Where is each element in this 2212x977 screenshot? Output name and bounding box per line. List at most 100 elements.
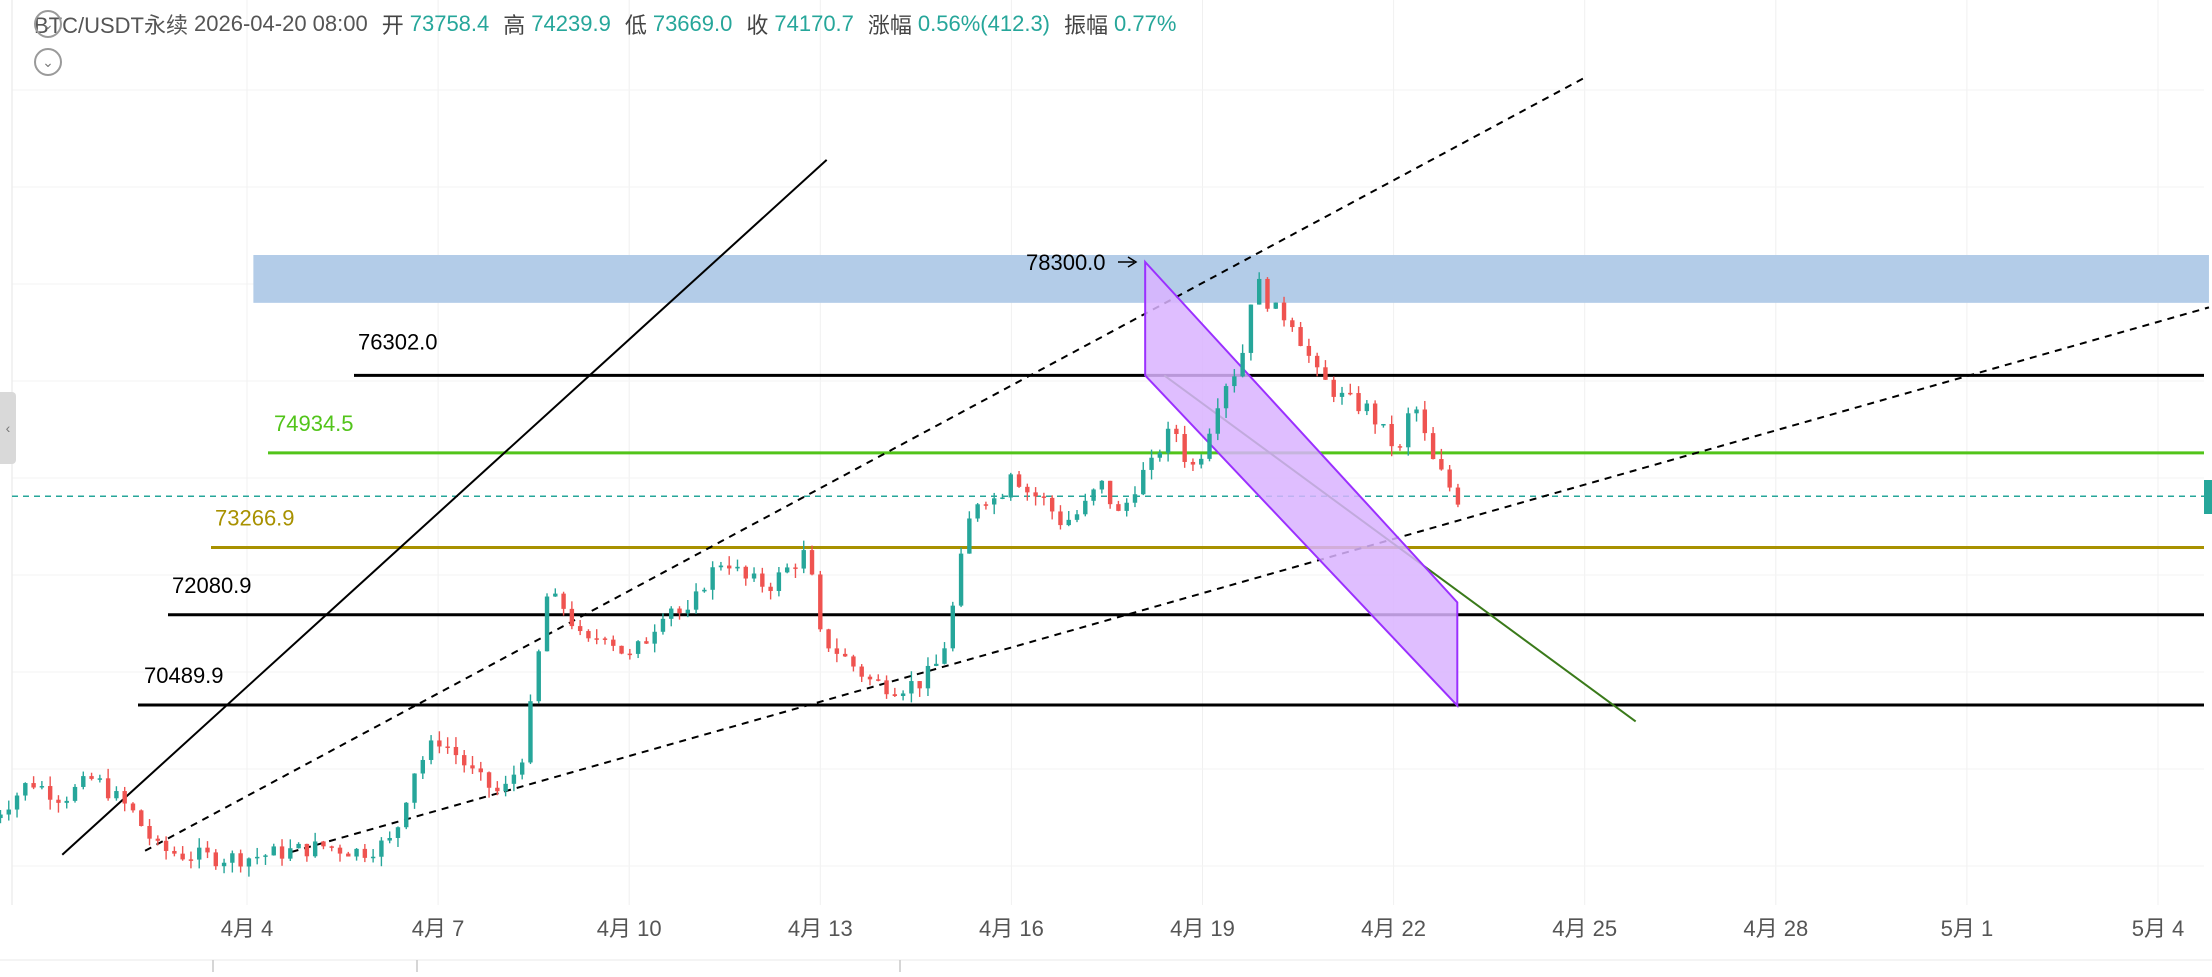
candle-body	[263, 855, 268, 857]
candle-body	[644, 641, 649, 644]
candle-body	[917, 681, 922, 689]
candle-body	[1174, 428, 1179, 435]
candle-body	[1149, 457, 1154, 470]
candle-body	[1083, 500, 1088, 515]
candle-body	[1348, 392, 1353, 395]
candle-body	[329, 846, 334, 848]
price-level-label: 72080.9	[172, 573, 252, 598]
candle-body	[818, 574, 823, 630]
candle-body	[768, 586, 773, 592]
chevron-down-icon[interactable]: ⌄	[34, 10, 62, 38]
candle-body	[1215, 408, 1220, 434]
candle-body	[735, 566, 740, 569]
candle-body	[47, 786, 53, 800]
candle-body	[197, 847, 202, 860]
candle-body	[569, 608, 575, 627]
candle-body	[404, 802, 409, 828]
candle-body	[718, 565, 724, 568]
change-label: 涨幅	[867, 13, 912, 38]
x-axis: 4月 4 4月 7 4月 10 4月 13 4月 16 4月 19 4月 22 4月 25 4月…	[0, 905, 2212, 972]
candle-body	[867, 676, 873, 680]
candle-body	[238, 853, 243, 867]
candle-body	[577, 626, 583, 632]
chevron-down-icon[interactable]: ⌄	[34, 48, 62, 76]
candle-body	[254, 856, 260, 859]
candle-body	[925, 665, 931, 689]
candle-body	[1455, 487, 1461, 505]
price-level-label: 74934.5	[274, 411, 354, 436]
candle-body	[387, 837, 392, 841]
candle-body	[876, 679, 881, 681]
candle-body	[511, 774, 517, 784]
candle-body	[1066, 519, 1071, 526]
candle-body	[975, 504, 980, 519]
high-value: 74239.9	[531, 11, 611, 36]
close-label: 收	[746, 13, 769, 38]
candle-body	[1141, 469, 1146, 495]
change-value: 0.56%(412.3)	[917, 11, 1051, 36]
candle-body	[271, 846, 276, 856]
price-level-label: 73266.9	[215, 505, 295, 530]
candle-body	[992, 498, 997, 505]
candle-body	[1430, 433, 1436, 460]
candle-body	[950, 605, 955, 649]
candle-body	[553, 593, 558, 597]
candle-body	[1000, 497, 1005, 499]
candle-body	[1016, 474, 1022, 487]
candle-body	[1314, 355, 1320, 368]
candle-body	[0, 814, 3, 819]
candle-body	[1406, 413, 1411, 448]
candle-body	[1157, 452, 1163, 458]
price-level-label: 76302.0	[358, 329, 438, 354]
candle-body	[470, 765, 475, 769]
close-value: 74170.7	[774, 11, 854, 36]
x-tick-label: 4月 22	[1361, 916, 1426, 941]
chevron-left-icon[interactable]: ‹	[0, 392, 16, 464]
candle-body	[1414, 409, 1419, 414]
candle-body	[536, 651, 541, 702]
candle-body	[942, 648, 947, 664]
amplitude-value: 0.77%	[1114, 11, 1177, 36]
candle-body	[1364, 403, 1370, 412]
zone-layer	[253, 255, 2209, 303]
candle-body	[1116, 504, 1121, 511]
candle-body	[619, 645, 624, 654]
candle-body	[652, 631, 657, 644]
candle-body	[337, 847, 343, 854]
candle-body	[64, 800, 69, 803]
candle-body	[304, 843, 310, 857]
candle-body	[362, 848, 368, 858]
x-tick-label: 5月 4	[2132, 916, 2185, 941]
candle-body	[602, 638, 608, 640]
candle-body	[544, 596, 550, 652]
candle-body	[1182, 434, 1187, 462]
candle-body	[851, 656, 856, 667]
candle-body	[346, 853, 351, 857]
candle-body	[1207, 433, 1212, 459]
ohlc-info-bar: BTC/USDT永续 2026-04-20 08:00 开 73758.4 高 …	[34, 8, 1190, 40]
candle-body	[561, 593, 566, 609]
candle-body	[296, 843, 301, 849]
candle-body	[909, 681, 914, 694]
candle-body	[983, 504, 989, 506]
open-label: 开	[381, 13, 404, 38]
candle-body	[14, 795, 20, 810]
candle-body	[180, 853, 185, 860]
candle-body	[677, 608, 682, 614]
candle-body	[412, 773, 417, 803]
candle-body	[395, 827, 401, 838]
candle-body	[31, 783, 36, 788]
candle-body	[230, 853, 235, 863]
candle-body	[934, 663, 939, 666]
candle-body	[586, 631, 591, 639]
candle-body	[321, 841, 326, 847]
candle-body	[379, 840, 384, 857]
candle-body	[1331, 379, 1336, 397]
candle-body	[312, 841, 318, 857]
candle-body	[1058, 511, 1063, 526]
candle-body	[1381, 423, 1386, 426]
resistance-zone	[253, 255, 2209, 303]
candle-body	[669, 608, 674, 619]
